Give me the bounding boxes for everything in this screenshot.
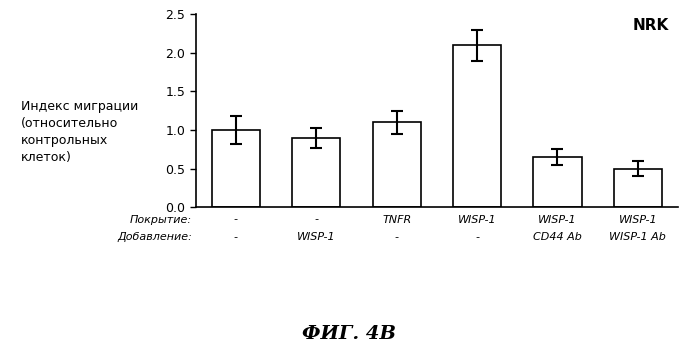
Text: ФИГ. 4В: ФИГ. 4В [303,325,396,343]
Text: WISP-1 Ab: WISP-1 Ab [610,232,666,242]
Text: Добавление:: Добавление: [117,232,192,242]
Text: -: - [395,232,398,242]
Text: NRK: NRK [632,18,668,33]
Bar [614,169,662,207]
Bar [373,122,421,207]
Text: -: - [234,215,238,225]
Text: -: - [475,232,479,242]
Bar [292,138,340,207]
Text: TNFR: TNFR [382,215,411,225]
Text: WISP-1: WISP-1 [458,215,496,225]
Bar [533,157,582,207]
Bar [212,130,260,207]
Text: -: - [234,232,238,242]
Text: -: - [315,215,318,225]
Text: WISP-1: WISP-1 [297,232,336,242]
Bar [453,45,501,207]
Text: CD44 Ab: CD44 Ab [533,232,582,242]
Text: Индекс миграции
(относительно
контрольных
клеток): Индекс миграции (относительно контрольны… [21,100,138,164]
Text: Покрытие:: Покрытие: [130,215,192,225]
Text: WISP-1: WISP-1 [619,215,657,225]
Text: WISP-1: WISP-1 [538,215,577,225]
